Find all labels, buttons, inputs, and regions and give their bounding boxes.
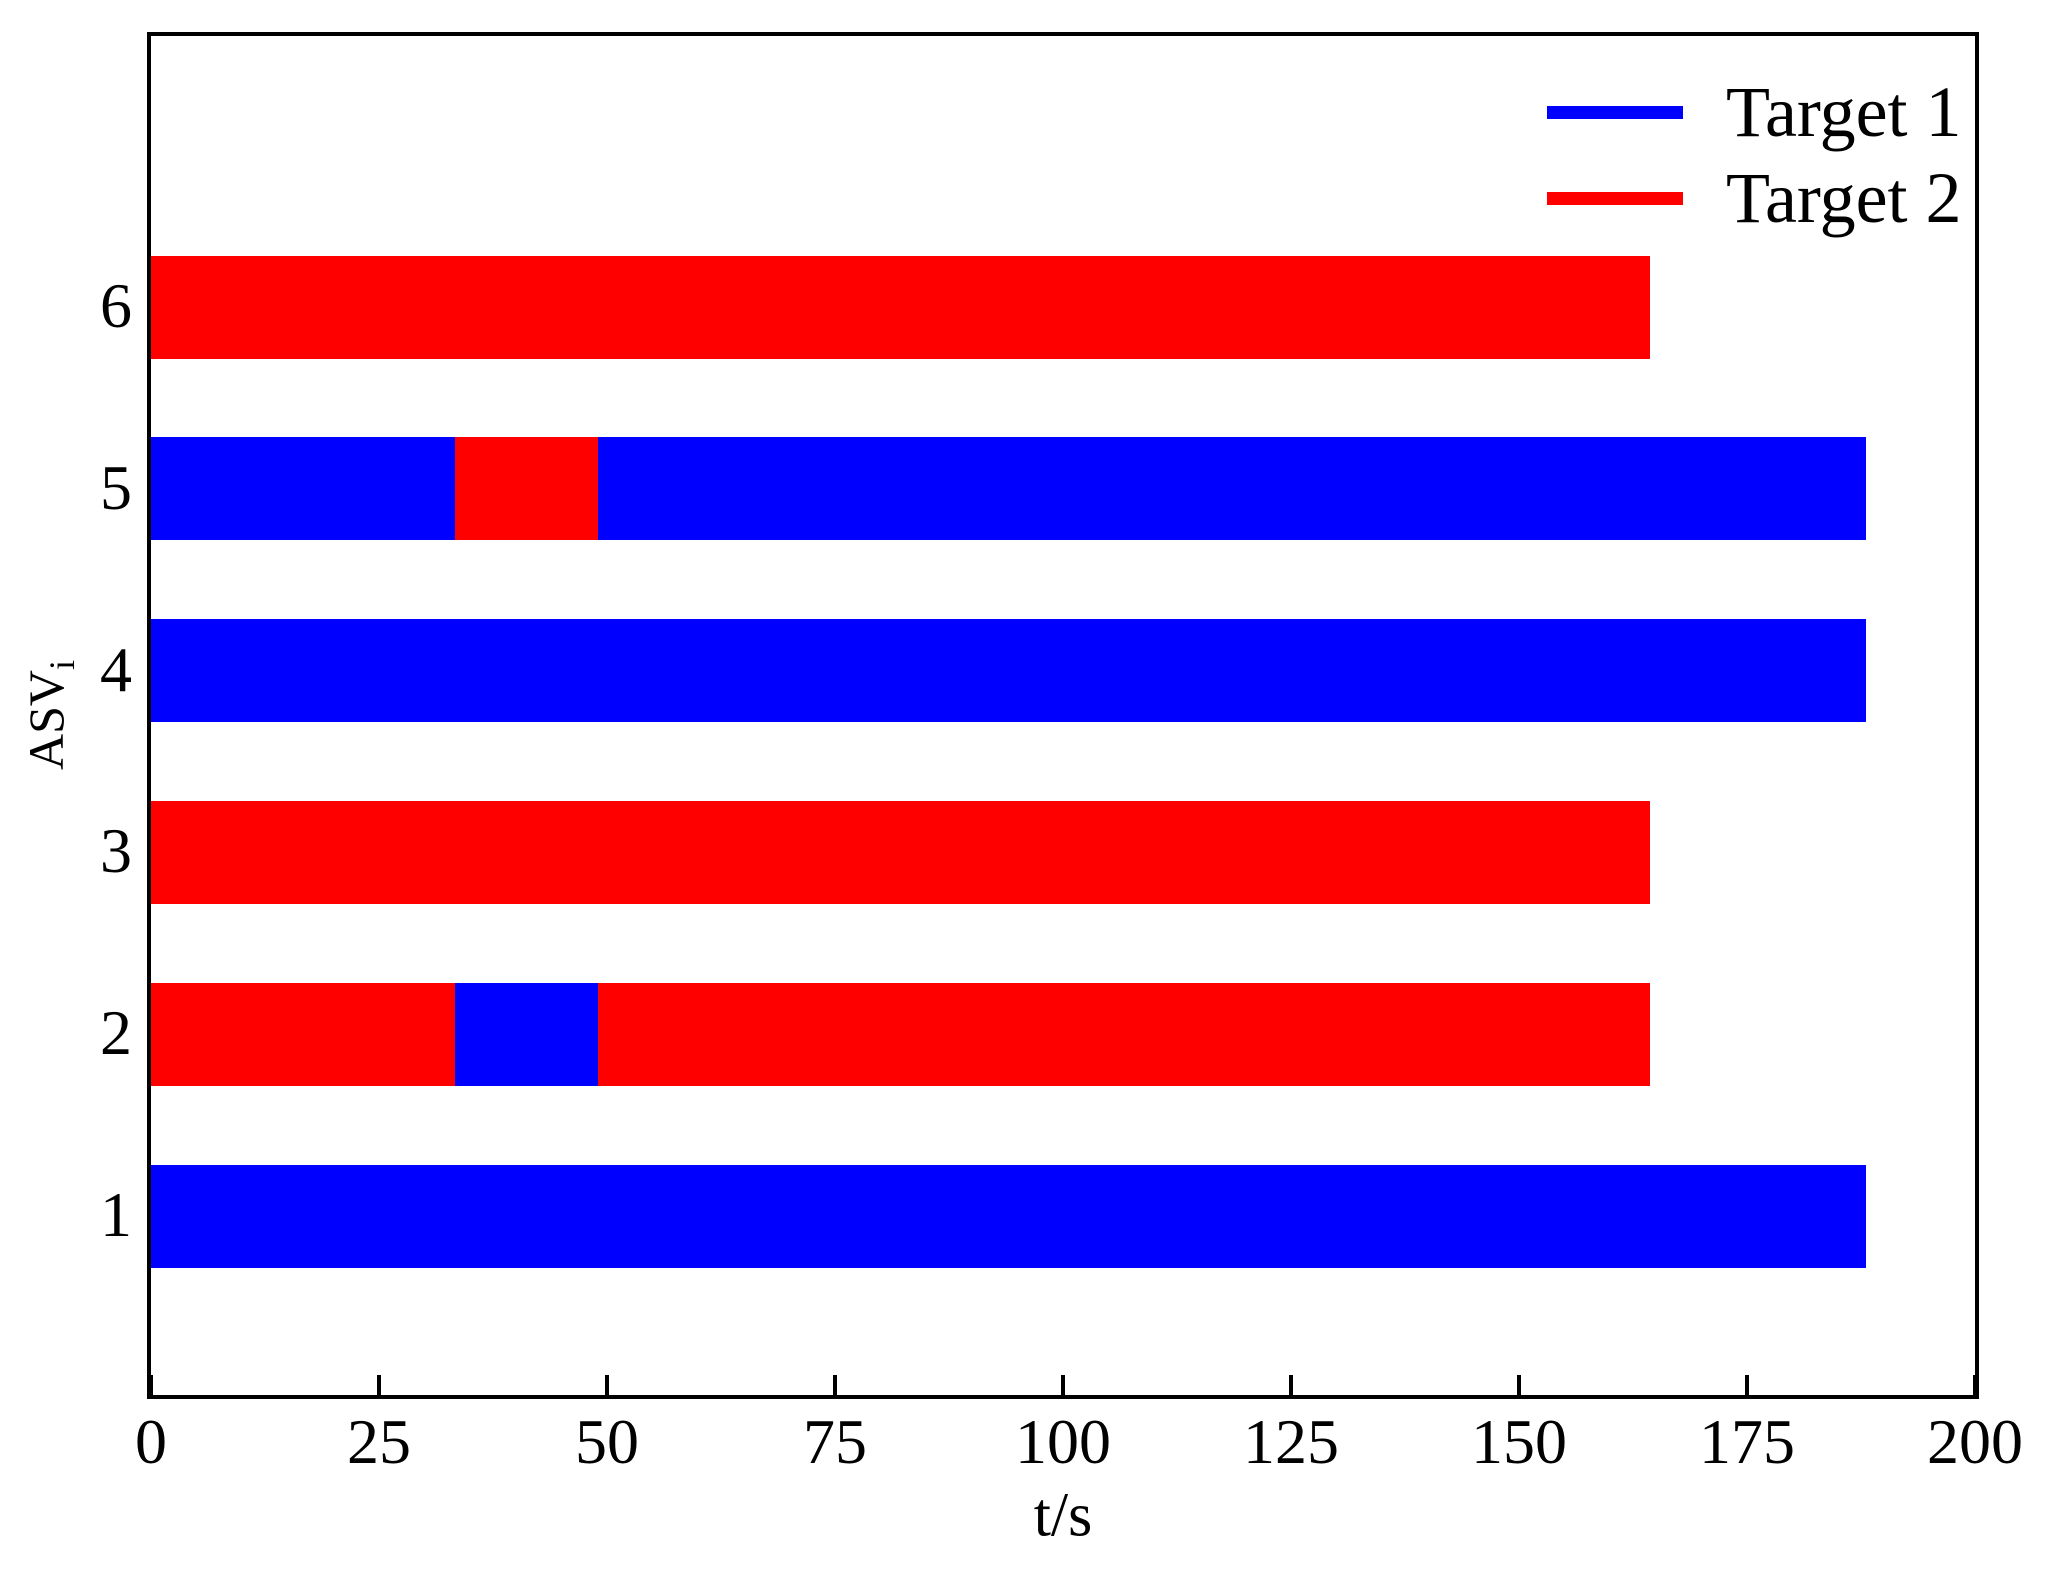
x-tick-mark	[605, 1375, 609, 1395]
x-tick-label: 0	[135, 1406, 167, 1477]
bar-segment-target-2	[597, 982, 1651, 1086]
x-tick-mark	[377, 1375, 381, 1395]
y-tick-label: 6	[100, 270, 132, 342]
x-tick-label: 25	[347, 1406, 411, 1477]
y-axis-label-text: ASV	[18, 669, 74, 771]
bars-layer	[151, 36, 1975, 1395]
bar-segment-target-1	[597, 437, 1866, 541]
bar-asv-3	[151, 800, 1975, 904]
x-tick-label: 125	[1243, 1406, 1339, 1477]
x-tick-label: 150	[1471, 1406, 1567, 1477]
bar-segment-target-2	[151, 982, 455, 1086]
x-axis-label: t/s	[1034, 1481, 1093, 1552]
legend-line-swatch	[1547, 105, 1683, 119]
y-tick-label: 4	[100, 633, 132, 705]
x-tick-label: 100	[1015, 1406, 1111, 1477]
x-tick-mark	[1973, 1375, 1977, 1395]
y-axis-label: ASVi	[17, 660, 82, 771]
bar-segment-target-1	[151, 1164, 1866, 1268]
x-axis-ticks	[149, 36, 1977, 1395]
y-tick-label: 5	[100, 451, 132, 523]
legend-label: Target 2	[1726, 158, 1962, 238]
x-tick-label: 75	[803, 1406, 867, 1477]
bar-segment-target-2	[454, 437, 598, 541]
bar-asv-4	[151, 619, 1975, 723]
y-axis-label-subscript: i	[42, 659, 82, 670]
bar-asv-1	[151, 1164, 1975, 1268]
x-axis-label-text: t/s	[1033, 1481, 1093, 1550]
legend-item-target-2: Target 2	[1547, 162, 1962, 234]
plot-area	[147, 32, 1979, 1399]
x-tick-mark	[1061, 1375, 1065, 1395]
bar-segment-target-2	[151, 255, 1651, 359]
x-tick-mark	[1517, 1375, 1521, 1395]
y-tick-label: 3	[100, 815, 132, 887]
y-tick-label: 2	[100, 997, 132, 1069]
x-tick-mark	[1289, 1375, 1293, 1395]
x-tick-label: 200	[1927, 1406, 2023, 1477]
legend-label: Target 1	[1726, 72, 1962, 152]
bar-segment-target-1	[151, 437, 455, 541]
bar-segment-target-1	[151, 619, 1866, 723]
x-tick-label: 50	[575, 1406, 639, 1477]
legend-item-target-1: Target 1	[1547, 76, 1962, 148]
legend-line-swatch	[1547, 191, 1683, 205]
x-tick-mark	[149, 1375, 153, 1395]
x-tick-mark	[833, 1375, 837, 1395]
bar-segment-target-2	[151, 800, 1651, 904]
bar-segment-target-1	[454, 982, 598, 1086]
bar-asv-2	[151, 982, 1975, 1086]
x-tick-label: 175	[1699, 1406, 1795, 1477]
y-tick-label: 1	[100, 1179, 132, 1251]
x-tick-mark	[1745, 1375, 1749, 1395]
bar-asv-5	[151, 437, 1975, 541]
bar-asv-6	[151, 255, 1975, 359]
